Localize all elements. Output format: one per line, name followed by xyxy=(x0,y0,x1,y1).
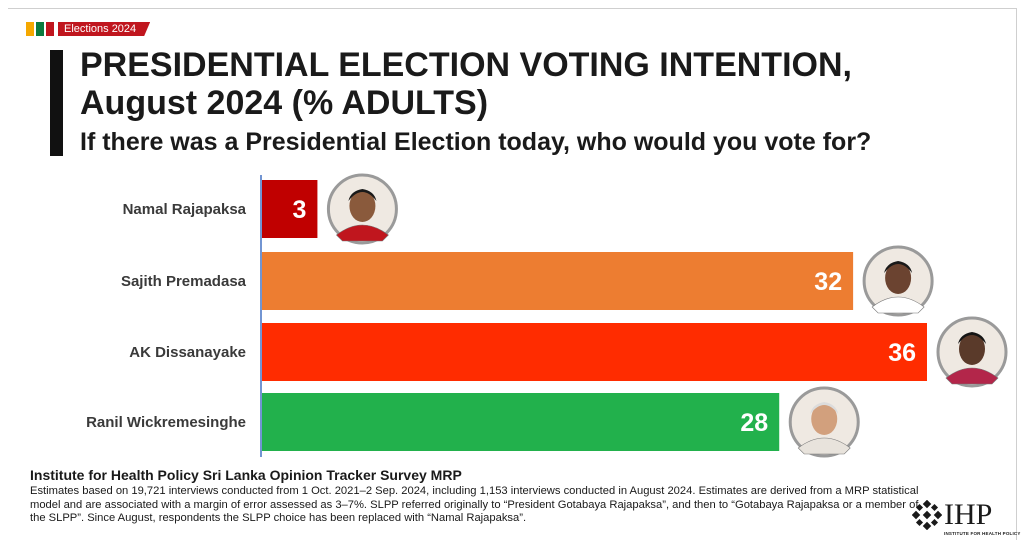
title-accent-bar xyxy=(50,50,63,156)
ihp-logo: IHP xyxy=(912,500,992,530)
bar-category-label: Sajith Premadasa xyxy=(121,273,247,290)
tag-swatch-yellow xyxy=(26,22,34,36)
tag-swatch-green xyxy=(36,22,44,36)
slide-frame xyxy=(8,8,1017,540)
tag-label: Elections 2024 xyxy=(58,22,150,36)
elections-tag: Elections 2024 xyxy=(26,22,150,36)
bar-data-label: 3 xyxy=(293,196,307,224)
portrait-sajith-icon xyxy=(862,245,934,317)
bar-data-label: 32 xyxy=(814,268,842,296)
bar xyxy=(262,393,780,451)
chart-subtitle: If there was a Presidential Election tod… xyxy=(80,128,872,156)
bar xyxy=(262,180,318,238)
tag-swatch-red xyxy=(46,22,54,36)
portrait-namal-icon xyxy=(326,173,398,245)
bar-data-label: 28 xyxy=(740,409,768,437)
bar-data-label: 36 xyxy=(888,339,916,367)
chart-title-line2: August 2024 (% ADULTS) xyxy=(80,84,489,122)
bar xyxy=(262,323,927,381)
bar-category-label: Ranil Wickremesinghe xyxy=(86,414,246,431)
source-title: Institute for Health Policy Sri Lanka Op… xyxy=(30,467,462,483)
ihp-logo-icon xyxy=(912,500,942,530)
chart-title: PRESIDENTIAL ELECTION VOTING INTENTION, … xyxy=(80,46,980,122)
bar-chart: Namal Rajapaksa 3 Sajith Premadasa 32 AK Dis… xyxy=(86,173,1008,458)
portrait-ak-icon xyxy=(936,316,1008,388)
chart-title-line1: PRESIDENTIAL ELECTION VOTING INTENTION, xyxy=(80,46,852,84)
methodology-note: Estimates based on 19,721 interviews con… xyxy=(30,485,919,524)
bar-category-label: Namal Rajapaksa xyxy=(123,201,247,218)
bar-category-label: AK Dissanayake xyxy=(129,344,246,361)
ihp-logo-text: IHP xyxy=(944,498,993,531)
portrait-ranil-icon xyxy=(788,386,860,458)
bar xyxy=(262,252,854,310)
ihp-logo-subtext: INSTITUTE FOR HEALTH POLICY xyxy=(944,531,1021,536)
